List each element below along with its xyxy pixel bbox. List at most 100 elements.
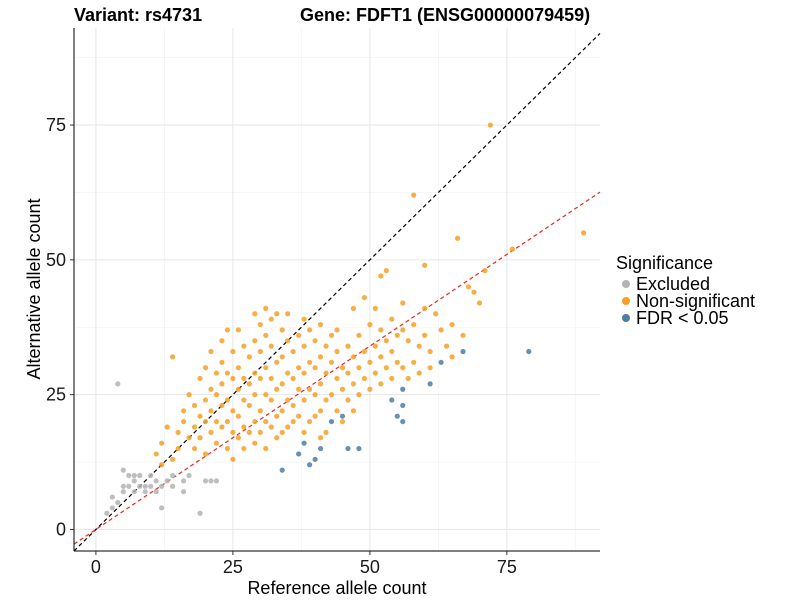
point-non-significant	[394, 359, 400, 365]
point-non-significant	[235, 386, 241, 392]
point-non-significant	[191, 445, 198, 452]
point-non-significant	[345, 343, 351, 349]
point-non-significant	[367, 359, 373, 365]
point-non-significant	[252, 418, 258, 425]
point-non-significant	[219, 402, 225, 409]
point-non-significant	[482, 268, 488, 274]
point-excluded	[148, 472, 154, 479]
point-non-significant	[285, 397, 291, 403]
point-non-significant	[317, 435, 324, 441]
y-tick-label: 25	[46, 385, 66, 405]
point-non-significant	[279, 381, 285, 387]
point-non-significant	[191, 424, 198, 430]
point-excluded	[180, 478, 187, 484]
point-non-significant	[235, 365, 241, 371]
legend-label-excluded: Excluded	[636, 274, 710, 294]
point-non-significant	[323, 343, 329, 349]
point-non-significant	[186, 435, 192, 441]
point-non-significant	[263, 392, 269, 398]
point-non-significant	[350, 408, 357, 414]
point-non-significant	[301, 316, 307, 322]
point-non-significant	[400, 300, 406, 306]
point-excluded	[153, 478, 159, 484]
point-non-significant	[159, 440, 165, 446]
point-fdr-0-05	[328, 418, 335, 425]
point-non-significant	[202, 397, 209, 403]
point-non-significant	[312, 338, 318, 344]
point-non-significant	[285, 424, 291, 430]
point-non-significant	[213, 370, 220, 376]
point-non-significant	[361, 294, 367, 301]
point-non-significant	[224, 327, 231, 333]
point-non-significant	[334, 375, 340, 382]
point-non-significant	[202, 418, 209, 425]
point-excluded	[164, 478, 170, 484]
y-tick-label: 0	[56, 519, 66, 539]
point-non-significant	[175, 429, 181, 435]
point-non-significant	[296, 413, 302, 419]
point-non-significant	[219, 381, 225, 387]
grid-lines	[74, 28, 600, 551]
point-non-significant	[334, 348, 340, 355]
legend: Significance ExcludedNon-significantFDR …	[616, 253, 755, 328]
point-excluded	[126, 483, 132, 489]
point-non-significant	[197, 435, 203, 441]
point-non-significant	[180, 418, 187, 425]
point-excluded	[109, 505, 115, 511]
y-tick-label: 75	[46, 115, 66, 135]
point-non-significant	[509, 246, 515, 252]
point-non-significant	[350, 381, 357, 387]
point-fdr-0-05	[389, 397, 395, 403]
point-non-significant	[345, 397, 351, 403]
point-fdr-0-05	[301, 440, 307, 446]
point-non-significant	[317, 321, 324, 328]
reference-lines	[73, 32, 601, 552]
point-non-significant	[307, 327, 313, 333]
chart-title-variant: Variant: rs4731	[74, 5, 202, 25]
point-excluded	[170, 472, 176, 479]
point-non-significant	[443, 343, 450, 349]
point-non-significant	[312, 365, 318, 371]
point-non-significant	[252, 392, 258, 398]
point-non-significant	[230, 408, 236, 414]
point-non-significant	[263, 305, 269, 311]
point-non-significant	[454, 235, 461, 241]
point-non-significant	[307, 359, 313, 365]
x-tick-label: 0	[91, 557, 101, 577]
legend-key-non-significant	[622, 297, 630, 305]
point-non-significant	[328, 392, 335, 398]
point-non-significant	[274, 413, 280, 419]
point-non-significant	[411, 192, 417, 198]
point-non-significant	[301, 429, 307, 435]
fit-line	[73, 191, 601, 545]
chart-title-gene: Gene: FDFT1 (ENSG00000079459)	[300, 5, 590, 25]
point-fdr-0-05	[400, 402, 406, 409]
legend-label-non-significant: Non-significant	[636, 291, 755, 311]
point-fdr-0-05	[296, 451, 302, 457]
point-non-significant	[241, 445, 247, 452]
point-non-significant	[285, 311, 291, 317]
point-fdr-0-05	[356, 445, 362, 452]
point-non-significant	[213, 418, 220, 425]
legend-key-fdr-0-05	[622, 314, 630, 322]
point-excluded	[148, 483, 154, 489]
point-non-significant	[252, 338, 258, 344]
point-excluded	[180, 489, 187, 495]
x-axis-label: Reference allele count	[247, 578, 426, 598]
point-non-significant	[290, 402, 296, 409]
point-non-significant	[170, 354, 176, 360]
point-non-significant	[411, 321, 417, 328]
point-excluded	[131, 472, 137, 479]
point-non-significant	[252, 370, 258, 376]
point-non-significant	[405, 375, 411, 382]
point-excluded	[115, 381, 121, 387]
point-non-significant	[433, 311, 439, 317]
point-non-significant	[274, 386, 280, 392]
point-non-significant	[290, 375, 296, 382]
point-non-significant	[487, 122, 494, 128]
point-excluded	[159, 483, 165, 489]
point-non-significant	[224, 445, 231, 452]
x-tick-label: 75	[497, 557, 517, 577]
data-points	[104, 122, 587, 516]
